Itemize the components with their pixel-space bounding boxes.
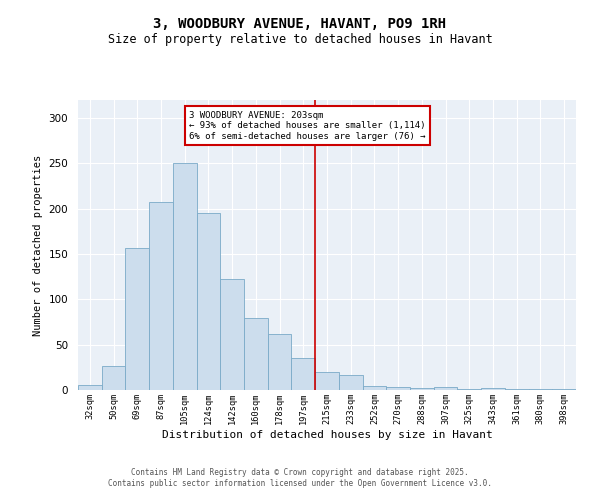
Bar xyxy=(149,202,173,390)
Bar xyxy=(197,214,220,390)
Bar xyxy=(552,389,576,390)
Bar xyxy=(292,358,315,390)
Bar xyxy=(386,388,410,390)
Bar xyxy=(102,366,125,390)
Bar xyxy=(173,164,197,390)
Y-axis label: Number of detached properties: Number of detached properties xyxy=(33,154,43,336)
Text: 3 WOODBURY AVENUE: 203sqm
← 93% of detached houses are smaller (1,114)
6% of sem: 3 WOODBURY AVENUE: 203sqm ← 93% of detac… xyxy=(190,111,426,140)
Bar xyxy=(410,388,434,390)
X-axis label: Distribution of detached houses by size in Havant: Distribution of detached houses by size … xyxy=(161,430,493,440)
Bar xyxy=(457,389,481,390)
Bar xyxy=(434,388,457,390)
Bar xyxy=(244,318,268,390)
Text: 3, WOODBURY AVENUE, HAVANT, PO9 1RH: 3, WOODBURY AVENUE, HAVANT, PO9 1RH xyxy=(154,18,446,32)
Text: Contains HM Land Registry data © Crown copyright and database right 2025.
Contai: Contains HM Land Registry data © Crown c… xyxy=(108,468,492,487)
Bar xyxy=(529,389,552,390)
Bar xyxy=(78,386,102,390)
Text: Size of property relative to detached houses in Havant: Size of property relative to detached ho… xyxy=(107,32,493,46)
Bar xyxy=(481,388,505,390)
Bar xyxy=(125,248,149,390)
Bar xyxy=(362,386,386,390)
Bar xyxy=(220,278,244,390)
Bar xyxy=(315,372,339,390)
Bar xyxy=(339,374,362,390)
Bar xyxy=(268,334,292,390)
Bar xyxy=(505,389,529,390)
